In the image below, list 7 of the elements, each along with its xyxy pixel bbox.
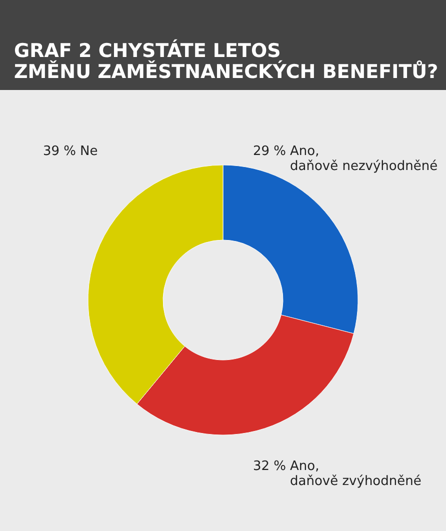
slice-label: Ano, daňově nezvýhodněné bbox=[290, 144, 438, 174]
data-label: 29 % bbox=[252, 144, 286, 159]
data-label: 32 % bbox=[252, 459, 286, 474]
slice-label: Ano, daňově zvýhodněné bbox=[290, 459, 422, 489]
chart-title: GRAF 2 CHYSTÁTE LETOS ZMĚNU ZAMĚSTNANECKÝCH BENEFITŮ? bbox=[14, 39, 438, 83]
slice-label: Ne bbox=[80, 144, 98, 159]
data-label: 39 % bbox=[42, 144, 76, 159]
